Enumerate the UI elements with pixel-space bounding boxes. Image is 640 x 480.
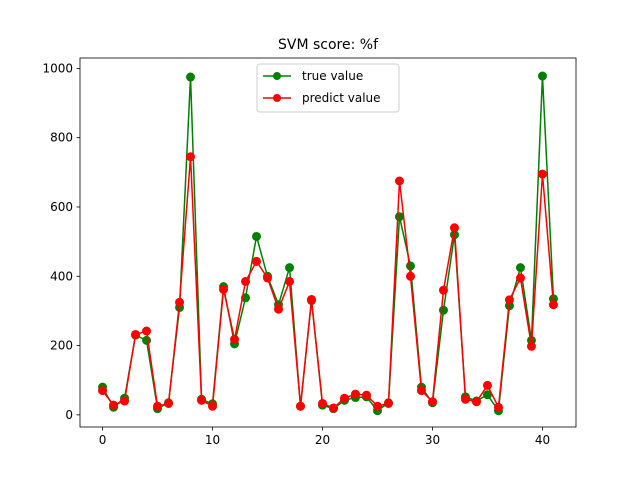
data-point-predict-value	[460, 394, 470, 404]
y-tick-label: 600	[50, 200, 73, 214]
data-point-predict-value	[230, 334, 240, 344]
data-point-predict-value	[142, 326, 152, 336]
data-point-predict-value	[548, 300, 558, 310]
x-tick-label: 10	[205, 433, 220, 447]
data-point-predict-value	[361, 390, 371, 400]
data-point-predict-value	[394, 176, 404, 186]
data-point-predict-value	[383, 398, 393, 408]
data-point-predict-value	[515, 273, 525, 283]
data-point-true-value	[405, 261, 415, 271]
data-point-true-value	[515, 263, 525, 273]
data-point-predict-value	[296, 401, 306, 411]
data-point-predict-value	[350, 389, 360, 399]
data-point-predict-value	[109, 400, 119, 410]
data-point-predict-value	[438, 285, 448, 295]
data-point-predict-value	[153, 401, 163, 411]
data-point-predict-value	[197, 395, 207, 405]
data-point-predict-value	[340, 393, 349, 403]
data-point-predict-value	[175, 297, 185, 307]
data-point-predict-value	[493, 402, 503, 412]
data-point-predict-value	[274, 304, 284, 314]
data-point-predict-value	[504, 295, 514, 305]
legend-marker-predict-value	[273, 94, 281, 102]
x-tick-label: 0	[99, 433, 107, 447]
data-point-predict-value	[329, 403, 338, 413]
plot-frame	[79, 57, 577, 428]
data-point-predict-value	[449, 223, 459, 233]
data-point-true-value	[285, 263, 295, 273]
data-point-predict-value	[164, 398, 174, 408]
data-point-predict-value	[241, 276, 251, 286]
data-point-predict-value	[120, 396, 130, 406]
data-point-true-value	[142, 335, 152, 345]
data-point-predict-value	[98, 386, 108, 396]
x-tick-label: 20	[315, 433, 330, 447]
data-point-true-value	[186, 72, 196, 82]
data-point-predict-value	[318, 398, 327, 408]
data-point-predict-value	[186, 152, 196, 162]
data-point-predict-value	[219, 284, 229, 294]
legend-label-predict-value: predict value	[302, 91, 381, 105]
data-point-predict-value	[416, 386, 426, 396]
data-point-predict-value	[131, 329, 141, 339]
x-tick-label: 40	[535, 433, 550, 447]
legend-box	[256, 63, 400, 113]
y-tick-label: 200	[50, 339, 73, 353]
data-point-predict-value	[405, 271, 415, 281]
data-point-predict-value	[307, 295, 316, 304]
x-tick-label: 30	[425, 433, 440, 447]
chart-title: SVM score: %f	[278, 37, 379, 53]
data-point-predict-value	[285, 276, 295, 286]
data-point-true-value	[394, 212, 404, 222]
data-point-predict-value	[427, 397, 437, 407]
data-point-predict-value	[471, 397, 481, 407]
data-point-true-value	[252, 231, 262, 241]
legend-label-true-value: true value	[302, 69, 363, 83]
data-point-predict-value	[482, 380, 492, 390]
data-point-predict-value	[372, 401, 382, 411]
data-point-predict-value	[263, 273, 273, 283]
data-point-predict-value	[526, 341, 536, 351]
data-point-predict-value	[208, 401, 218, 411]
y-tick-label: 800	[50, 131, 73, 145]
y-tick-label: 400	[50, 269, 73, 283]
y-tick-label: 0	[65, 408, 73, 422]
legend: true value predict value	[256, 63, 400, 113]
legend-marker-true-value	[273, 72, 281, 80]
data-point-true-value	[537, 71, 547, 81]
data-point-predict-value	[537, 169, 547, 179]
data-point-predict-value	[252, 256, 262, 266]
y-tick-label: 1000	[42, 61, 73, 75]
